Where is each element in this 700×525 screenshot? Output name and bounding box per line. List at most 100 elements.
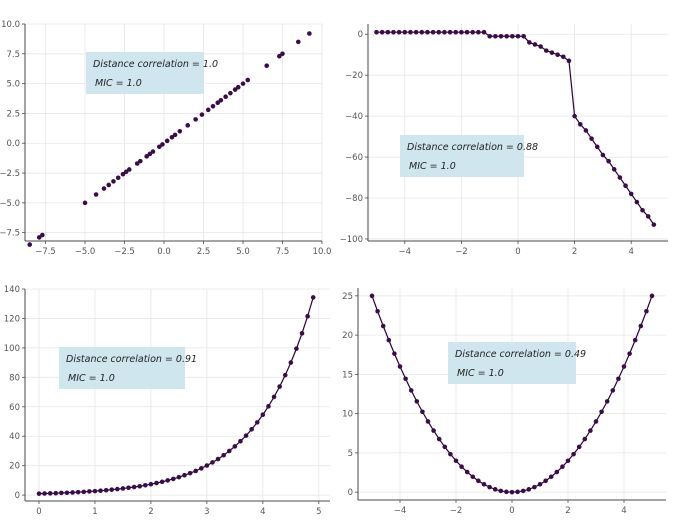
data-point <box>109 487 115 492</box>
data-point <box>532 42 538 47</box>
annotation-mic: MIC = 1.0 <box>409 161 456 172</box>
data-point <box>126 485 131 491</box>
annotation-box <box>86 52 204 94</box>
data-point <box>617 175 623 180</box>
data-point <box>476 29 481 35</box>
data-point <box>210 103 216 109</box>
data-point <box>98 488 103 493</box>
data-point <box>53 490 59 496</box>
data-point <box>160 142 165 147</box>
x-tick-label: −7.5 <box>35 247 56 257</box>
chart-linear: −7.5 −5.0 −2.5 0.0 2.5 5.0 7.5 10.0 −7.5 −5.0 −2.5… <box>0 20 331 257</box>
data-point <box>402 29 408 35</box>
data-point <box>218 98 224 103</box>
x-tick-label: 0 <box>36 507 41 517</box>
data-point <box>243 433 249 438</box>
data-point <box>611 167 617 172</box>
data-point <box>254 420 260 425</box>
series-line <box>376 31 655 225</box>
data-point <box>515 33 521 39</box>
data-point <box>198 466 204 471</box>
data-point <box>425 419 431 424</box>
y-tick-label: −2.5 <box>0 169 20 179</box>
data-point <box>240 81 246 86</box>
data-point <box>509 489 515 495</box>
annotation-mic: MIC = 1.0 <box>457 368 504 379</box>
data-point <box>386 337 392 343</box>
data-point <box>453 29 459 35</box>
data-point <box>223 94 228 100</box>
data-point <box>510 33 515 39</box>
data-point <box>36 491 42 496</box>
data-point <box>634 199 640 205</box>
data-point <box>111 179 116 184</box>
data-point <box>448 451 453 457</box>
data-point <box>493 33 498 39</box>
data-point <box>543 478 548 484</box>
data-point <box>305 313 310 319</box>
data-point <box>554 469 560 475</box>
data-point <box>277 384 282 389</box>
x-tick-label: 0.0 <box>157 247 171 257</box>
data-point <box>144 154 149 159</box>
x-tick-label: −5.0 <box>75 247 96 257</box>
data-point <box>504 489 509 495</box>
data-point <box>282 372 288 378</box>
data-point <box>520 488 526 494</box>
data-point <box>221 452 226 458</box>
y-tick-label: 7.5 <box>6 50 20 60</box>
data-point <box>616 376 621 382</box>
data-point <box>199 112 205 117</box>
data-point <box>470 29 476 35</box>
data-point <box>413 29 419 35</box>
data-point <box>193 117 198 122</box>
x-tick-label: 3 <box>204 507 209 517</box>
data-point <box>120 486 126 491</box>
x-tick-label: −2 <box>455 247 468 257</box>
y-tick-label: 20 <box>9 462 20 472</box>
y-tick-label: 20 <box>342 331 353 341</box>
data-point <box>430 29 436 35</box>
data-point <box>549 50 555 55</box>
data-point <box>172 132 178 138</box>
y-tick-label: 0 <box>348 488 353 498</box>
data-point <box>576 444 582 450</box>
x-tick-label: −2 <box>450 506 463 516</box>
data-point <box>589 136 594 141</box>
y-tick-label: 2.5 <box>6 109 20 119</box>
data-point <box>544 48 549 53</box>
data-point <box>147 151 153 157</box>
data-point <box>572 113 577 119</box>
data-point <box>649 293 655 299</box>
data-point <box>126 167 132 172</box>
data-point <box>640 207 645 213</box>
data-point <box>266 404 271 409</box>
data-point <box>226 448 232 454</box>
data-point <box>294 346 299 351</box>
data-point <box>123 169 129 175</box>
y-tick-label: −40 <box>345 112 363 122</box>
data-point <box>504 33 509 39</box>
data-point <box>606 158 611 164</box>
y-tick-label: −100 <box>340 235 363 245</box>
data-point <box>459 29 464 35</box>
data-point <box>280 51 285 57</box>
data-point <box>599 409 604 415</box>
data-point <box>82 200 88 206</box>
data-point <box>431 428 436 433</box>
data-point <box>487 33 492 39</box>
annotation-distance-correlation: Distance correlation = 0.91 <box>66 354 197 365</box>
data-point <box>131 484 137 490</box>
data-point <box>397 364 403 369</box>
annotation-box <box>59 347 185 389</box>
data-point <box>154 480 159 486</box>
y-tick-label: 25 <box>342 292 353 302</box>
data-point <box>260 412 266 418</box>
y-tick-label: 0 <box>15 491 20 501</box>
data-point <box>115 175 121 181</box>
data-point <box>487 484 492 490</box>
data-point <box>604 399 610 404</box>
y-tick-label: −60 <box>345 153 363 163</box>
data-point <box>92 488 98 494</box>
data-point <box>459 464 464 470</box>
